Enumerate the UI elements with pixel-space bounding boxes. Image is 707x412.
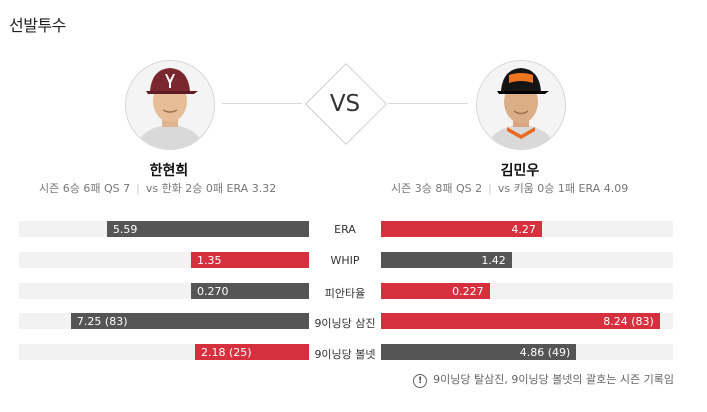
right-bar: 4.86 (49) [381,344,577,360]
left-bar-track: 5.59 [19,221,309,237]
vs-divider-right [388,103,468,104]
right-value: 0.227 [452,284,484,298]
right-vs-record: vs 키움 0승 1패 ERA 4.09 [497,182,629,195]
right-value: 4.27 [511,223,536,236]
left-bar-track: 0.270 [19,282,309,299]
stat-label: WHIP [330,253,360,267]
left-pitcher-stats: 시즌 6승 6패 QS 7 | vs 한화 2승 0패 ERA 3.32 [39,180,276,196]
right-pitcher-name[interactable]: 김민우 [500,163,540,179]
stat-label: 9이닝당 삼진 [314,317,376,331]
stats-separator: | [488,182,492,195]
left-value: 5.59 [112,223,138,236]
stat-comparison: 5.59 ERA 4.27 1.35 WHIP 1.42 0.270 피안타율 … [19,221,673,375]
right-bar-track: 8.24 (83) [381,313,673,330]
left-bar-track: 1.35 [19,251,309,268]
vs-label: VS [329,91,361,117]
left-bar: 7.25 (83) [70,313,309,330]
left-bar-track: 7.25 (83) [19,313,309,330]
right-bar-track: 4.27 [381,221,673,237]
comparison-row: 7.25 (83) 9이닝당 삼진 8.24 (83) [19,313,673,331]
comparison-row: 0.270 피안타율 0.227 [19,282,673,300]
left-bar: 1.35 [190,251,309,268]
pitcher-photo-icon [477,61,565,149]
left-season-record: 시즌 6승 6패 QS 7 [39,182,131,195]
left-pitcher-avatar[interactable] [125,60,215,150]
left-bar-track: 2.18 (25) [19,344,309,360]
right-value: 1.42 [481,253,506,267]
info-icon: ! [413,374,428,388]
right-season-record: 시즌 3승 8패 QS 2 [391,182,483,195]
left-value: 7.25 (83) [76,315,128,329]
right-pitcher-avatar[interactable] [476,60,566,150]
right-value: 8.24 (83) [603,315,654,329]
left-bar: 0.270 [190,282,309,299]
right-value: 4.86 (49) [519,346,571,359]
stat-label: ERA [334,223,356,236]
left-pitcher-name[interactable]: 한현희 [149,163,189,179]
vs-divider-left [222,103,302,104]
left-bar: 2.18 (25) [195,344,309,360]
left-vs-record: vs 한화 2승 0패 ERA 3.32 [145,182,277,195]
comparison-row: 5.59 ERA 4.27 [19,221,673,237]
right-bar: 0.227 [381,282,490,299]
stats-separator: | [136,182,140,195]
right-bar-track: 4.86 (49) [381,344,673,360]
right-bar: 4.27 [381,221,542,237]
left-bar: 5.59 [106,221,309,237]
left-value: 2.18 (25) [201,346,252,359]
stat-label: 피안타율 [324,286,366,300]
right-bar-track: 0.227 [381,282,673,299]
pitcher-photo-icon [126,61,214,149]
right-bar: 8.24 (83) [381,313,660,330]
comparison-row: 2.18 (25) 9이닝당 볼넷 4.86 (49) [19,344,673,361]
right-bar-track: 1.42 [381,251,673,268]
stat-label: 9이닝당 볼넷 [314,348,376,361]
left-value: 0.270 [196,284,229,298]
right-pitcher-stats: 시즌 3승 8패 QS 2 | vs 키움 0승 1패 ERA 4.09 [391,180,628,196]
section-title: 선발투수 [9,16,66,35]
footnote-text: 9이닝당 탈삼진, 9이닝당 볼넷의 괄호는 시즌 기록임 [433,373,674,386]
footnote: ! 9이닝당 탈삼진, 9이닝당 볼넷의 괄호는 시즌 기록임 [413,371,674,388]
left-value: 1.35 [196,253,222,267]
right-bar: 1.42 [381,251,512,268]
comparison-row: 1.35 WHIP 1.42 [19,251,673,268]
